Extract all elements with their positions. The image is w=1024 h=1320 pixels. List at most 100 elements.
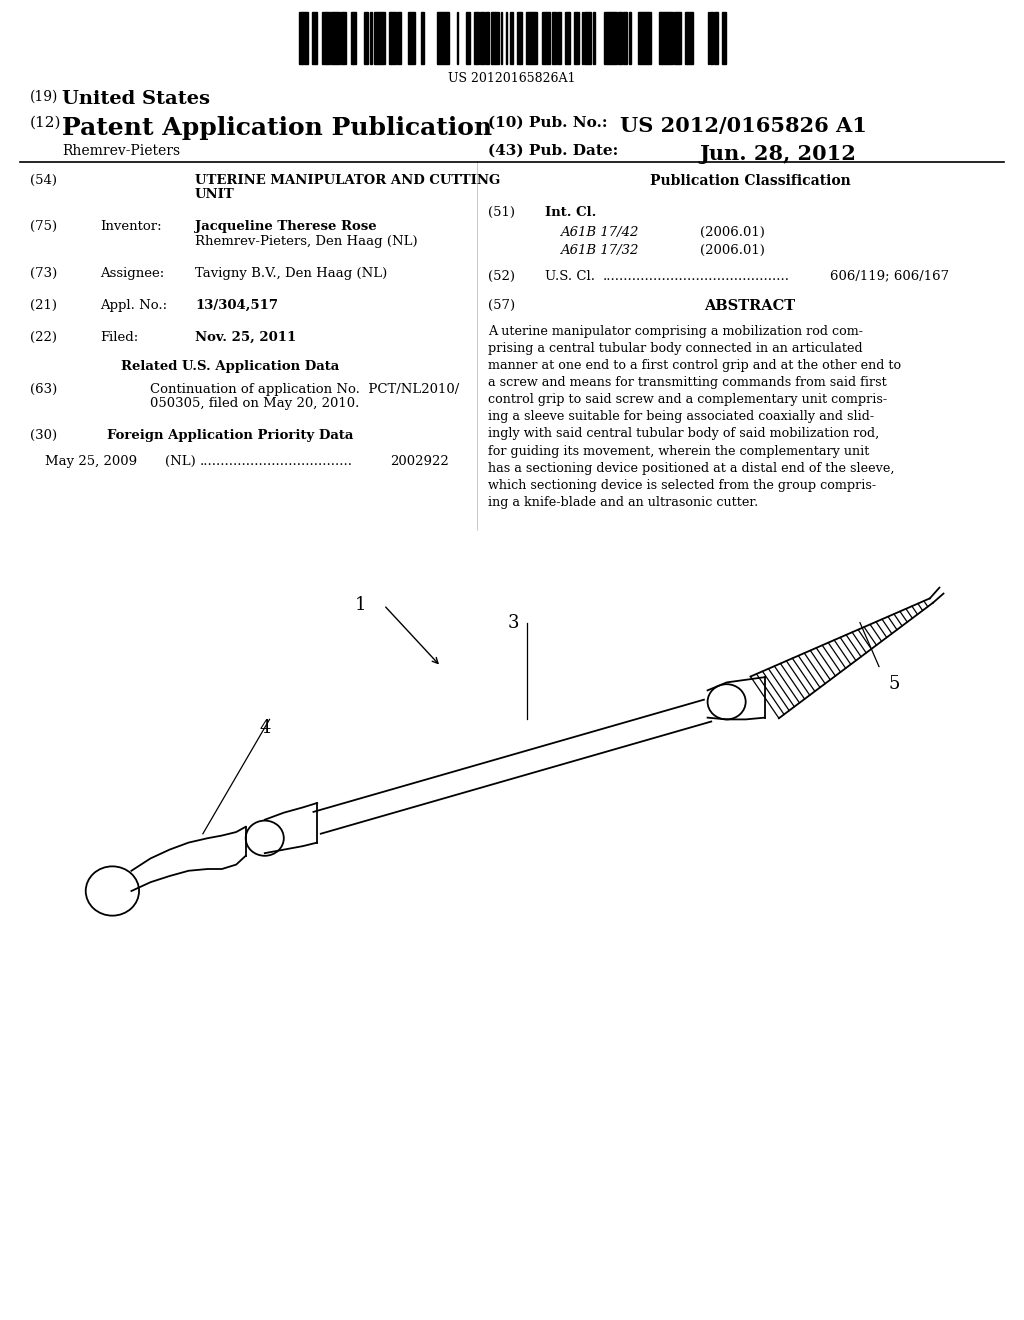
Text: Publication Classification: Publication Classification bbox=[649, 174, 850, 187]
Text: Appl. No.:: Appl. No.: bbox=[100, 298, 167, 312]
Text: US 2012/0165826 A1: US 2012/0165826 A1 bbox=[620, 116, 867, 136]
Bar bbox=[408, 12, 412, 63]
Bar bbox=[378, 12, 381, 63]
Text: 3: 3 bbox=[508, 614, 519, 632]
Bar bbox=[566, 12, 569, 63]
Bar bbox=[476, 12, 479, 63]
Bar bbox=[444, 12, 449, 63]
Text: United States: United States bbox=[62, 90, 210, 108]
Bar bbox=[674, 12, 677, 63]
Text: (43) Pub. Date:: (43) Pub. Date: bbox=[488, 144, 618, 158]
Text: ingly with said central tubular body of said mobilization rod,: ingly with said central tubular body of … bbox=[488, 428, 880, 441]
Text: a screw and means for transmitting commands from said first: a screw and means for transmitting comma… bbox=[488, 376, 887, 389]
Bar bbox=[389, 12, 391, 63]
Text: (73): (73) bbox=[30, 267, 57, 280]
Bar bbox=[299, 12, 302, 63]
Text: ABSTRACT: ABSTRACT bbox=[705, 298, 796, 313]
Bar bbox=[438, 12, 441, 63]
Bar bbox=[526, 12, 529, 63]
Bar bbox=[687, 12, 691, 63]
Text: UTERINE MANIPULATOR AND CUTTING: UTERINE MANIPULATOR AND CUTTING bbox=[195, 174, 501, 187]
Bar bbox=[614, 12, 617, 63]
Bar bbox=[577, 12, 579, 63]
Bar bbox=[322, 12, 326, 63]
Bar bbox=[441, 12, 444, 63]
Text: (2006.01): (2006.01) bbox=[700, 226, 765, 239]
Text: US 20120165826A1: US 20120165826A1 bbox=[449, 73, 575, 84]
Bar bbox=[552, 12, 556, 63]
Text: 4: 4 bbox=[260, 719, 271, 738]
Bar bbox=[629, 12, 631, 63]
Bar bbox=[623, 12, 627, 63]
Text: 1: 1 bbox=[355, 597, 367, 614]
Bar bbox=[542, 12, 546, 63]
Bar bbox=[520, 12, 522, 63]
Bar bbox=[370, 12, 372, 63]
Text: Related U.S. Application Data: Related U.S. Application Data bbox=[121, 359, 339, 372]
Text: (2006.01): (2006.01) bbox=[700, 244, 765, 256]
Bar bbox=[618, 12, 621, 63]
Text: (12): (12) bbox=[30, 116, 61, 129]
Text: Patent Application Publication: Patent Application Publication bbox=[62, 116, 493, 140]
Text: (75): (75) bbox=[30, 220, 57, 234]
Text: Nov. 25, 2011: Nov. 25, 2011 bbox=[195, 330, 296, 343]
Bar bbox=[343, 12, 346, 63]
Text: (57): (57) bbox=[488, 298, 515, 312]
Bar bbox=[648, 12, 651, 63]
Bar bbox=[575, 12, 577, 63]
Text: UNIT: UNIT bbox=[195, 189, 234, 202]
Bar bbox=[667, 12, 669, 63]
Text: manner at one end to a first control grip and at the other end to: manner at one end to a first control gri… bbox=[488, 359, 901, 372]
Bar bbox=[333, 12, 335, 63]
Bar bbox=[557, 12, 561, 63]
Bar bbox=[608, 12, 610, 63]
Text: prising a central tubular body connected in an articulated: prising a central tubular body connected… bbox=[488, 342, 862, 355]
Bar bbox=[412, 12, 415, 63]
Bar bbox=[664, 12, 667, 63]
Text: Jun. 28, 2012: Jun. 28, 2012 bbox=[700, 144, 857, 164]
Text: Tavigny B.V., Den Haag (NL): Tavigny B.V., Den Haag (NL) bbox=[195, 267, 387, 280]
Text: (NL): (NL) bbox=[165, 455, 200, 469]
Text: (54): (54) bbox=[30, 174, 57, 187]
Bar bbox=[517, 12, 520, 63]
Bar bbox=[485, 12, 489, 63]
Text: Continuation of application No.  PCT/NL2010/: Continuation of application No. PCT/NL20… bbox=[150, 383, 459, 396]
Text: A uterine manipulator comprising a mobilization rod com-: A uterine manipulator comprising a mobil… bbox=[488, 325, 863, 338]
Bar bbox=[351, 12, 353, 63]
Text: (30): (30) bbox=[30, 429, 57, 442]
Bar bbox=[474, 12, 476, 63]
Bar bbox=[691, 12, 693, 63]
Bar bbox=[642, 12, 645, 63]
Bar bbox=[353, 12, 355, 63]
Bar bbox=[490, 12, 495, 63]
Bar bbox=[495, 12, 499, 63]
Text: 13/304,517: 13/304,517 bbox=[195, 298, 278, 312]
Text: (19): (19) bbox=[30, 90, 58, 104]
Bar bbox=[645, 12, 648, 63]
Text: Rhemrev-Pieters: Rhemrev-Pieters bbox=[62, 144, 180, 158]
Text: U.S. Cl.: U.S. Cl. bbox=[545, 269, 599, 282]
Bar bbox=[397, 12, 401, 63]
Bar bbox=[710, 12, 713, 63]
Text: Foreign Application Priority Data: Foreign Application Priority Data bbox=[106, 429, 353, 442]
Bar bbox=[510, 12, 513, 63]
Bar bbox=[534, 12, 537, 63]
Bar bbox=[531, 12, 534, 63]
Bar bbox=[364, 12, 368, 63]
Text: Rhemrev-Pieters, Den Haag (NL): Rhemrev-Pieters, Den Haag (NL) bbox=[195, 235, 418, 248]
Bar bbox=[722, 12, 726, 63]
Text: ing a knife-blade and an ultrasonic cutter.: ing a knife-blade and an ultrasonic cutt… bbox=[488, 496, 758, 510]
Text: Jacqueline Therese Rose: Jacqueline Therese Rose bbox=[195, 220, 377, 234]
Text: which sectioning device is selected from the group compris-: which sectioning device is selected from… bbox=[488, 479, 877, 492]
Bar bbox=[669, 12, 673, 63]
Text: control grip to said screw and a complementary unit compris-: control grip to said screw and a complem… bbox=[488, 393, 887, 407]
Text: 606/119; 606/167: 606/119; 606/167 bbox=[830, 269, 949, 282]
Text: Filed:: Filed: bbox=[100, 330, 138, 343]
Bar bbox=[480, 12, 484, 63]
Bar bbox=[587, 12, 591, 63]
Bar bbox=[678, 12, 681, 63]
Text: ....................................: .................................... bbox=[200, 455, 353, 469]
Bar bbox=[685, 12, 687, 63]
Bar bbox=[381, 12, 385, 63]
Bar bbox=[638, 12, 640, 63]
